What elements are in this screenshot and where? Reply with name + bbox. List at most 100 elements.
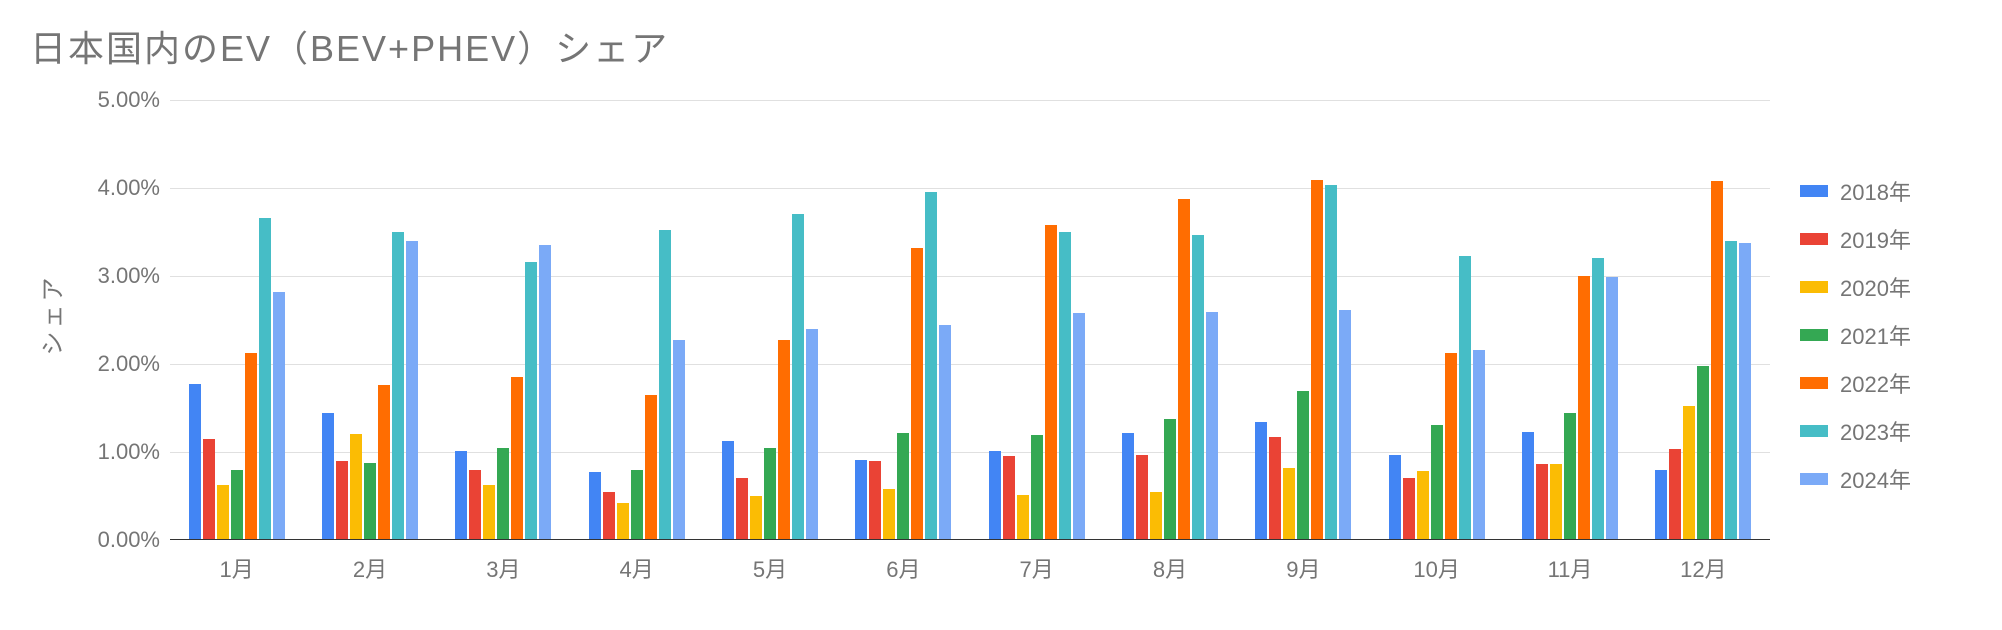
bar: [603, 492, 615, 540]
bar: [217, 485, 229, 540]
bar: [259, 218, 271, 540]
legend-item: 2020年: [1800, 271, 1911, 303]
x-tick-label: 8月: [1153, 552, 1187, 584]
bar: [750, 496, 762, 540]
y-tick-label: 4.00%: [70, 175, 160, 201]
bar: [1136, 455, 1148, 540]
bar: [925, 192, 937, 540]
legend-item: 2021年: [1800, 319, 1911, 351]
bar: [455, 451, 467, 540]
x-tick-label: 3月: [486, 552, 520, 584]
bar: [855, 460, 867, 540]
y-tick-label: 5.00%: [70, 87, 160, 113]
bar: [1739, 243, 1751, 540]
bar: [1417, 471, 1429, 540]
bar: [883, 489, 895, 540]
bar: [203, 439, 215, 540]
bar: [1269, 437, 1281, 540]
bar: [1325, 185, 1337, 540]
bar: [764, 448, 776, 540]
bar: [1564, 413, 1576, 540]
y-tick-label: 1.00%: [70, 439, 160, 465]
bar: [1606, 277, 1618, 540]
bar: [806, 329, 818, 540]
x-tick-label: 4月: [620, 552, 654, 584]
legend-item: 2022年: [1800, 367, 1911, 399]
bar: [617, 503, 629, 540]
bar: [736, 478, 748, 540]
bar: [911, 248, 923, 540]
legend-item: 2019年: [1800, 223, 1911, 255]
bar: [392, 232, 404, 540]
legend-item: 2024年: [1800, 463, 1911, 495]
legend-swatch: [1800, 377, 1828, 389]
bar: [469, 470, 481, 540]
bar: [1445, 353, 1457, 540]
x-tick-label: 2月: [353, 552, 387, 584]
bar: [1473, 350, 1485, 540]
bar: [1655, 470, 1667, 540]
bar: [1550, 464, 1562, 540]
x-axis-baseline: [170, 539, 1770, 540]
bar: [1403, 478, 1415, 540]
bar: [336, 461, 348, 540]
legend-swatch: [1800, 185, 1828, 197]
legend-item: 2018年: [1800, 175, 1911, 207]
bar: [645, 395, 657, 540]
x-tick-label: 11月: [1548, 552, 1593, 584]
legend-label: 2021年: [1840, 319, 1911, 351]
bar: [1003, 456, 1015, 540]
legend-item: 2023年: [1800, 415, 1911, 447]
bar: [631, 470, 643, 540]
bar: [245, 353, 257, 540]
bar: [1683, 406, 1695, 540]
bar: [1536, 464, 1548, 540]
bar: [989, 451, 1001, 540]
x-tick-label: 7月: [1020, 552, 1054, 584]
bar: [778, 340, 790, 540]
bar: [673, 340, 685, 540]
bar: [722, 441, 734, 540]
bar: [897, 433, 909, 540]
bar: [511, 377, 523, 540]
x-tick-label: 10月: [1413, 552, 1459, 584]
bar: [1725, 241, 1737, 540]
bar: [1255, 422, 1267, 540]
bar: [1669, 449, 1681, 540]
bar: [350, 434, 362, 540]
bar: [1164, 419, 1176, 540]
bar: [539, 245, 551, 540]
bar: [1192, 235, 1204, 540]
bar: [1031, 435, 1043, 540]
y-tick-label: 2.00%: [70, 351, 160, 377]
bar: [231, 470, 243, 540]
bar: [1592, 258, 1604, 540]
bar: [869, 461, 881, 540]
legend-swatch: [1800, 233, 1828, 245]
legend-label: 2020年: [1840, 271, 1911, 303]
bar: [589, 472, 601, 540]
bar: [1073, 313, 1085, 540]
legend-label: 2019年: [1840, 223, 1911, 255]
bar: [378, 385, 390, 540]
bar: [1339, 310, 1351, 540]
bar: [406, 241, 418, 540]
bar: [483, 485, 495, 540]
bar: [1311, 180, 1323, 540]
bar: [1178, 199, 1190, 540]
y-tick-label: 0.00%: [70, 527, 160, 553]
bar: [1059, 232, 1071, 540]
legend-label: 2018年: [1840, 175, 1911, 207]
bar: [1283, 468, 1295, 540]
y-axis-label: シェア: [33, 275, 68, 356]
bar: [1459, 256, 1471, 540]
bar: [525, 262, 537, 540]
bar: [273, 292, 285, 540]
legend-swatch: [1800, 281, 1828, 293]
legend-label: 2022年: [1840, 367, 1911, 399]
bar: [1045, 225, 1057, 540]
bar: [1122, 433, 1134, 540]
bar: [1431, 425, 1443, 540]
y-tick-label: 3.00%: [70, 263, 160, 289]
bar: [1297, 391, 1309, 540]
